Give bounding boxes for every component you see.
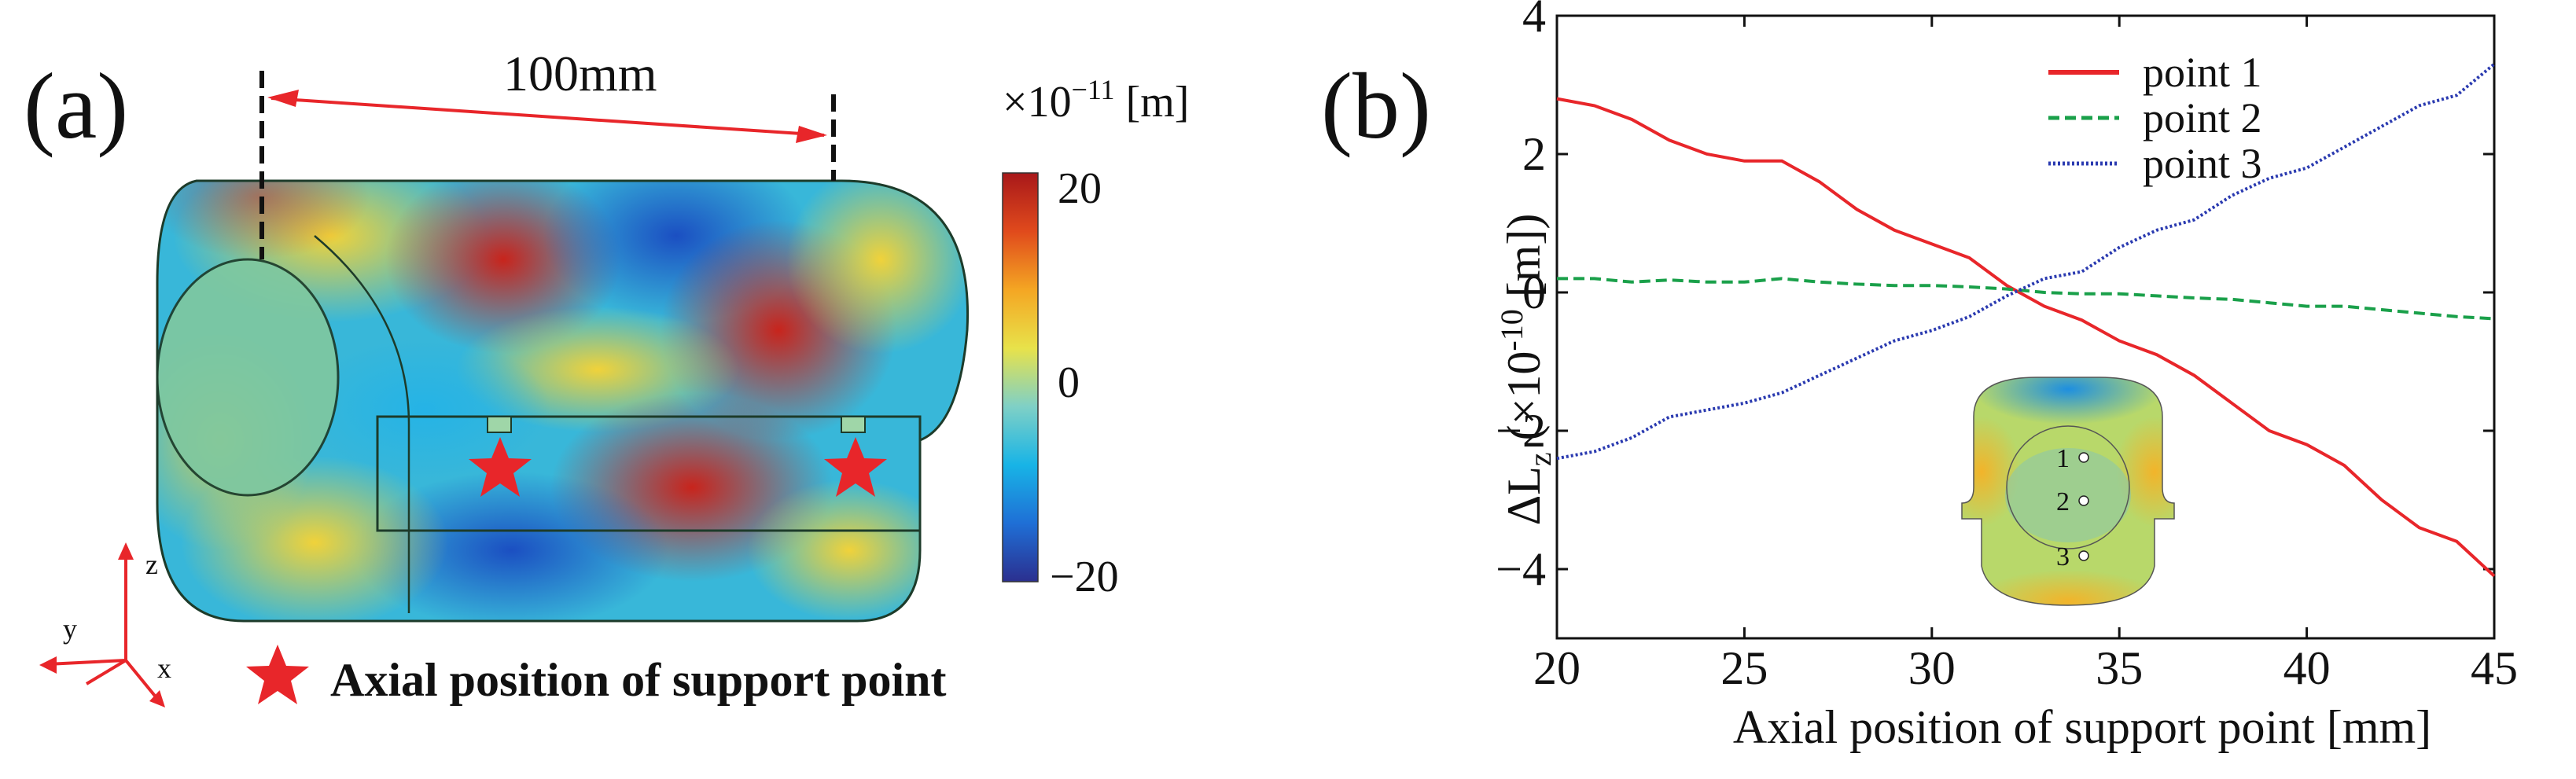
x-tick-label: 20 [1533,642,1581,694]
axis-x-back [85,659,127,685]
inset-label-2: 2 [2056,487,2070,516]
y-tick-label: −2 [1496,405,1546,457]
cylinder-edge [314,235,410,613]
x-tick-label: 35 [2096,642,2143,694]
inset-point-1 [2078,452,2089,463]
colorbar-tick-min: −20 [1050,553,1119,601]
axis-z-arrow [118,542,134,560]
legend-text: Axial position of support point [330,654,947,706]
axis-y-arrow [39,656,57,674]
series-line-point-2 [1557,277,2495,321]
x-tick-label: 25 [1720,642,1768,694]
line-chart: (b) ΔLz (×10-10 [m]) Axial position of s… [1321,0,2518,753]
inset-point-2 [2078,495,2089,506]
dimension-arrow-right [796,126,827,143]
inset-label-3: 3 [2056,542,2070,571]
legend-label-point-2: point 2 [2143,94,2262,141]
legend-label-point-1: point 1 [2143,49,2262,96]
colorbar: ×10−11 [m] 20 0 −20 [1002,74,1189,601]
axis-x-label: x [157,652,171,684]
y-tick-label: 0 [1522,266,1546,318]
series-line-point-3 [1556,63,2496,461]
x-tick-label: 40 [2283,642,2331,694]
support-star-1 [469,437,532,497]
y-tick-label: 4 [1522,0,1546,42]
colorbar-tick-zero: 0 [1058,358,1080,407]
axis-triad [39,542,165,707]
legend-label-point-3: point 3 [2143,140,2262,187]
inset-label-1: 1 [2056,444,2070,473]
dimension-line [270,97,825,137]
y-axis-label: ΔLz (×10-10 [m]) [1494,214,1558,526]
panel-a: (a) 100mm [0,0,1290,775]
support-pad-1 [487,416,512,433]
dimension-arrow-left [267,90,299,107]
panel-b: (b) ΔLz (×10-10 [m]) Axial position of s… [1290,0,2576,775]
axis-y-label: y [63,613,77,645]
support-block-outline [376,415,922,532]
axis-x-arrow [149,690,165,707]
series-line-point-1 [1556,97,2496,578]
support-pad-2 [841,416,866,433]
legend-star-icon [246,645,309,704]
end-cap [156,258,340,497]
plot-area [1555,14,2496,640]
series-group [1556,63,2496,578]
cylinder-outline [156,179,970,623]
colorbar-unit: ×10−11 [m] [1003,74,1189,127]
y-tick-label: 2 [1522,128,1546,180]
y-tick-label: −4 [1496,543,1546,595]
x-tick-label: 30 [1908,642,1956,694]
dimension-label: 100mm [503,46,657,101]
colorbar-gradient [1002,172,1039,582]
panel-a-label: (a) [24,53,128,158]
panel-b-label: (b) [1321,53,1431,158]
x-tick-label: 45 [2471,642,2518,694]
panel-a-figure: (a) 100mm [24,46,1189,707]
inset-point-3 [2078,550,2089,561]
axis-z-label: z [145,549,158,580]
axis-y-line [46,659,127,666]
colorbar-tick-max: 20 [1058,164,1102,213]
x-axis-label: Axial position of support point [mm] [1733,701,2431,753]
inset-cross-section: 1 2 3 [1961,377,2175,606]
support-star-2 [824,437,887,497]
plot-frame [1555,14,2496,640]
